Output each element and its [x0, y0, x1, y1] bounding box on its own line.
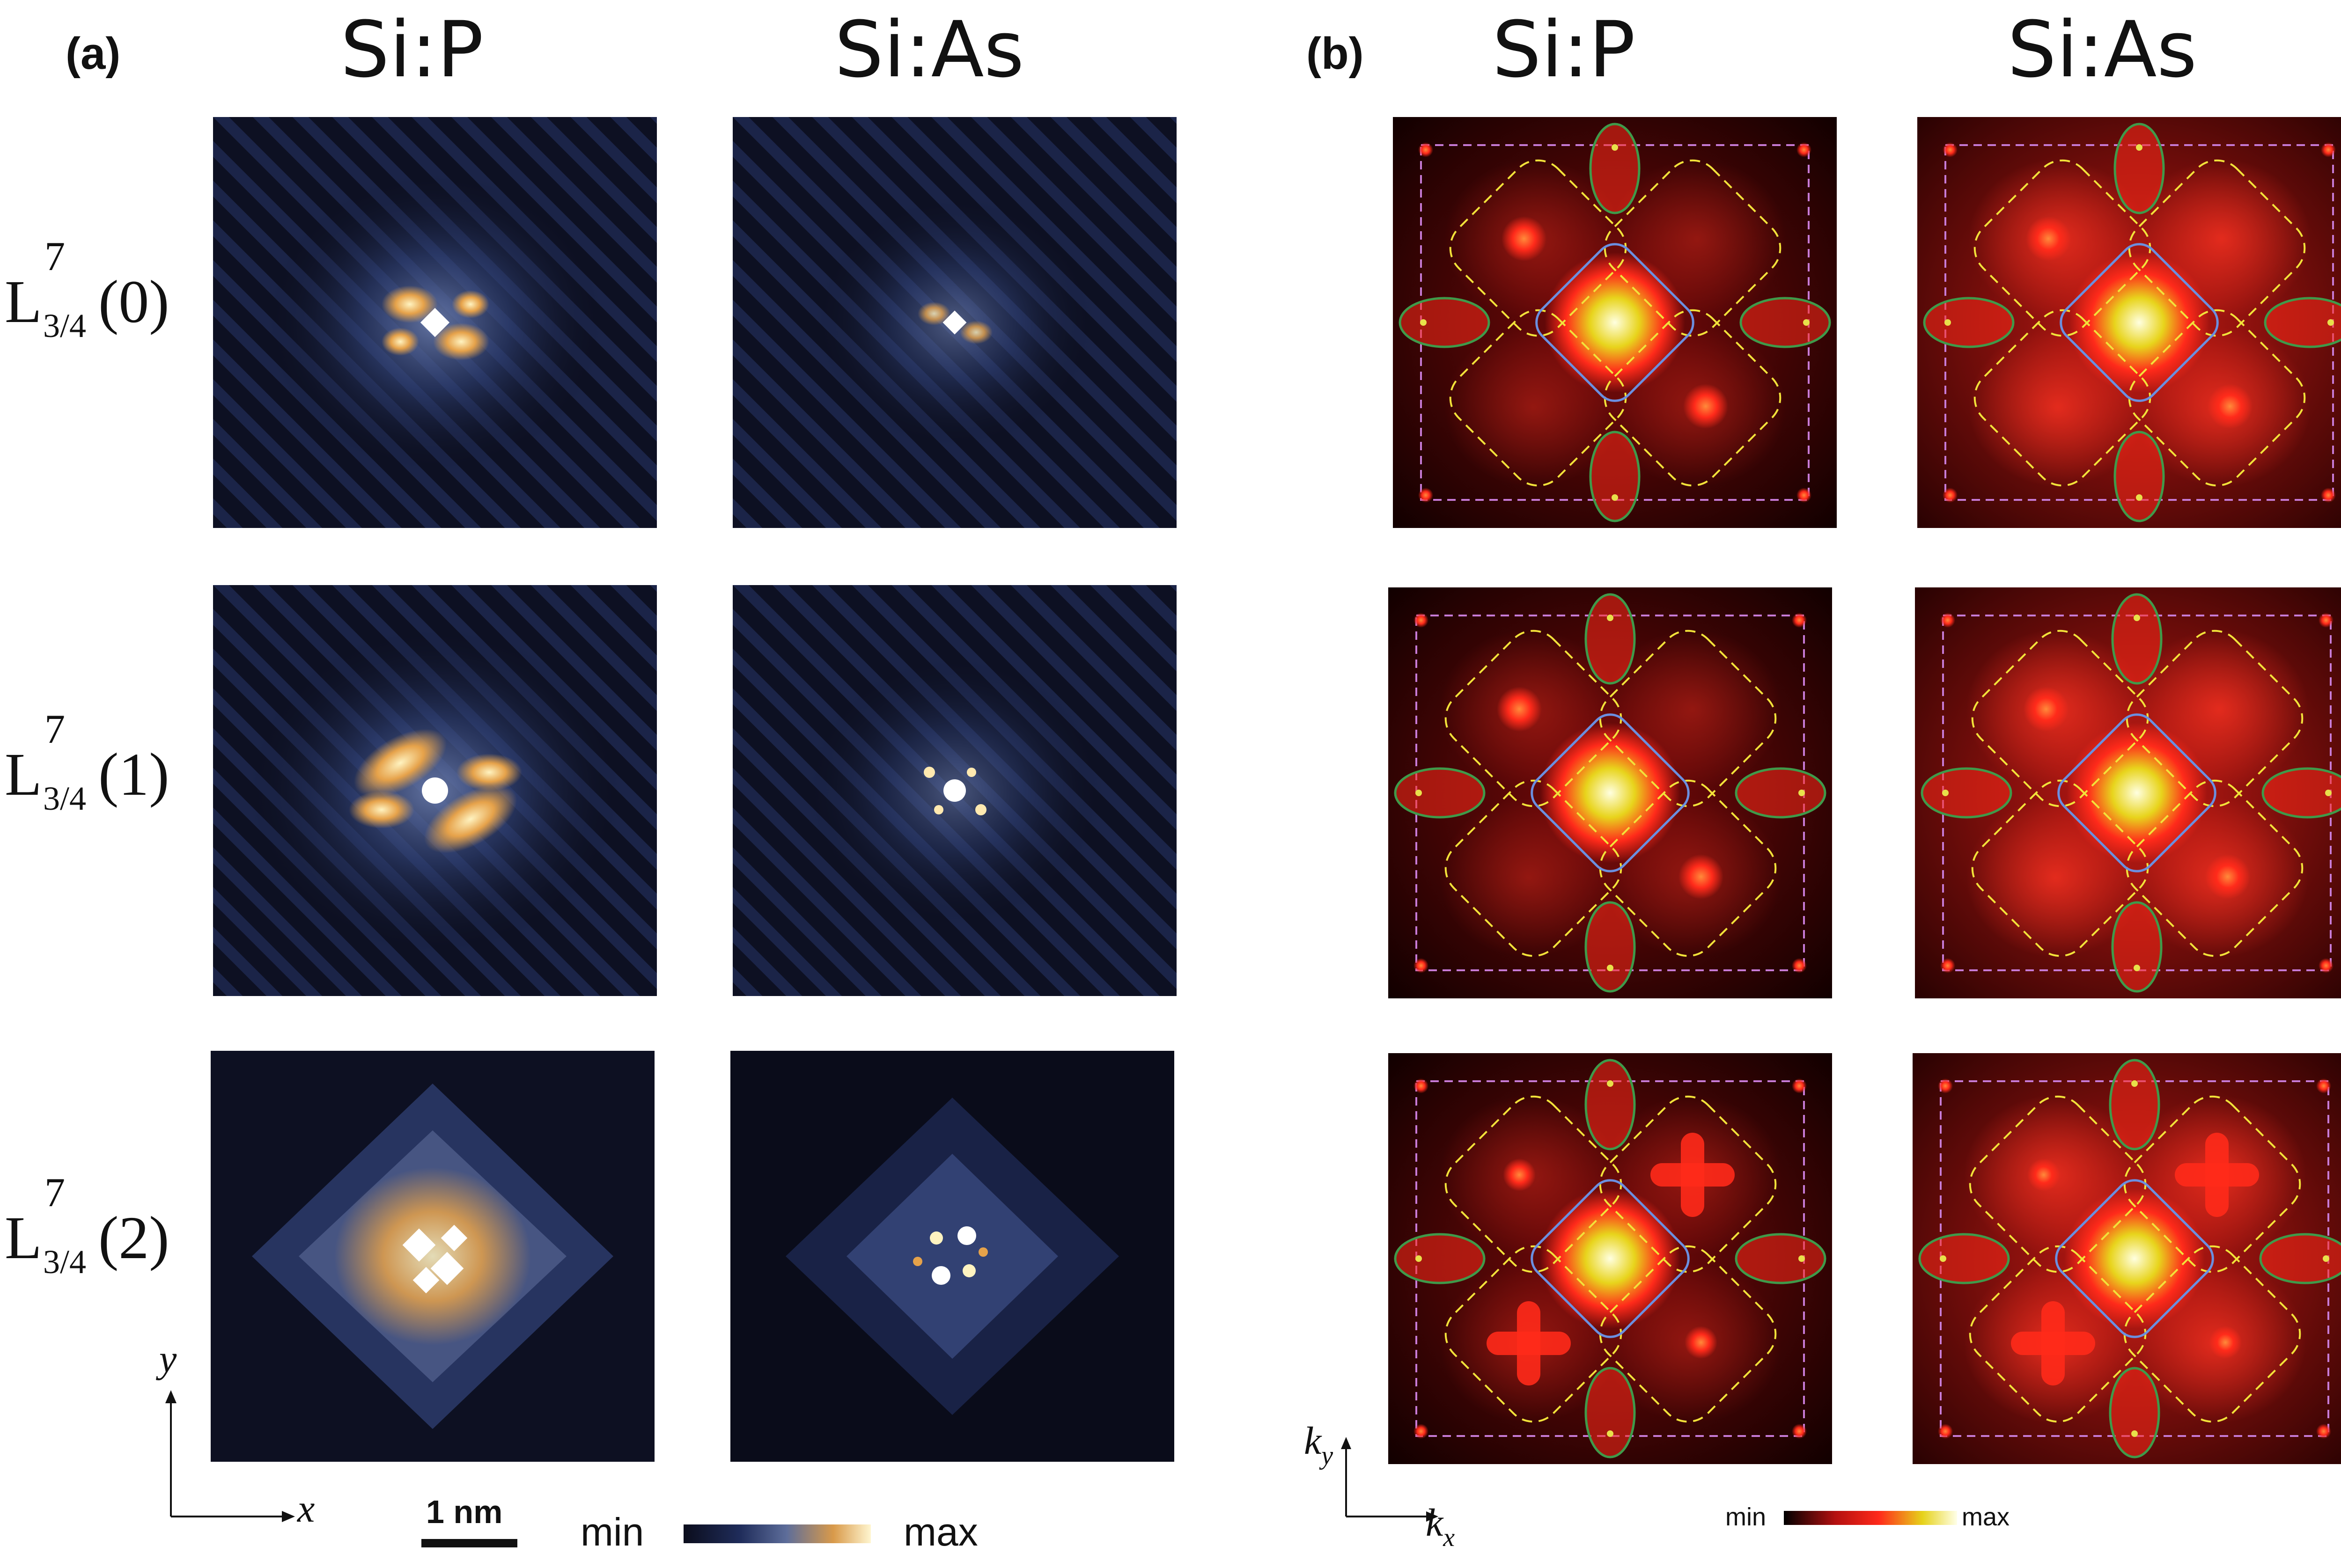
k-space-map-sias-1 [1915, 587, 2341, 998]
scalebar-label: 1 nm [426, 1494, 503, 1530]
panel-b-axes [1341, 1437, 1438, 1522]
real-space-map-sip-2 [211, 1051, 655, 1462]
panel-a-col-title-sias: Si:As [834, 5, 1024, 95]
panel-a-col-title-sip: Si:P [340, 5, 484, 95]
k-space-map-sias-0 [1917, 117, 2341, 528]
k-space-map-sias-2 [1913, 1053, 2341, 1464]
panel-a-axes [165, 1390, 295, 1522]
panel-a-axis-y: y [159, 1337, 177, 1381]
real-space-map-sias-0 [733, 117, 1177, 528]
panel-b-colorbar-min: min [1725, 1503, 1767, 1531]
panel-b-colorbar [1784, 1511, 1957, 1525]
panel-b-col-title-sias: Si:As [2007, 5, 2197, 95]
panel-b-colorbar-max: max [1962, 1503, 2010, 1531]
panel-a-colorbar-max: max [904, 1510, 978, 1554]
panel-b-letter: (b) [1306, 29, 1364, 79]
panel-a-axis-x: x [297, 1487, 315, 1531]
panel-a-colorbar-min: min [581, 1510, 644, 1554]
panel-b-axis-y: ky [1304, 1419, 1333, 1470]
panel-a-letter: (a) [66, 29, 121, 79]
real-space-map-sip-1 [213, 585, 657, 996]
real-space-map-sip-0 [213, 117, 657, 528]
scalebar-line [421, 1539, 517, 1547]
k-space-map-sip-0 [1393, 117, 1837, 528]
k-space-map-sip-1 [1388, 587, 1832, 998]
panel-b-axis-x: kx [1426, 1501, 1455, 1552]
panel-b-col-title-sip: Si:P [1492, 5, 1635, 95]
real-space-map-sias-2 [730, 1051, 1174, 1462]
k-space-map-sip-2 [1388, 1053, 1832, 1464]
real-space-map-sias-1 [733, 585, 1177, 996]
panel-a-colorbar [684, 1524, 871, 1543]
